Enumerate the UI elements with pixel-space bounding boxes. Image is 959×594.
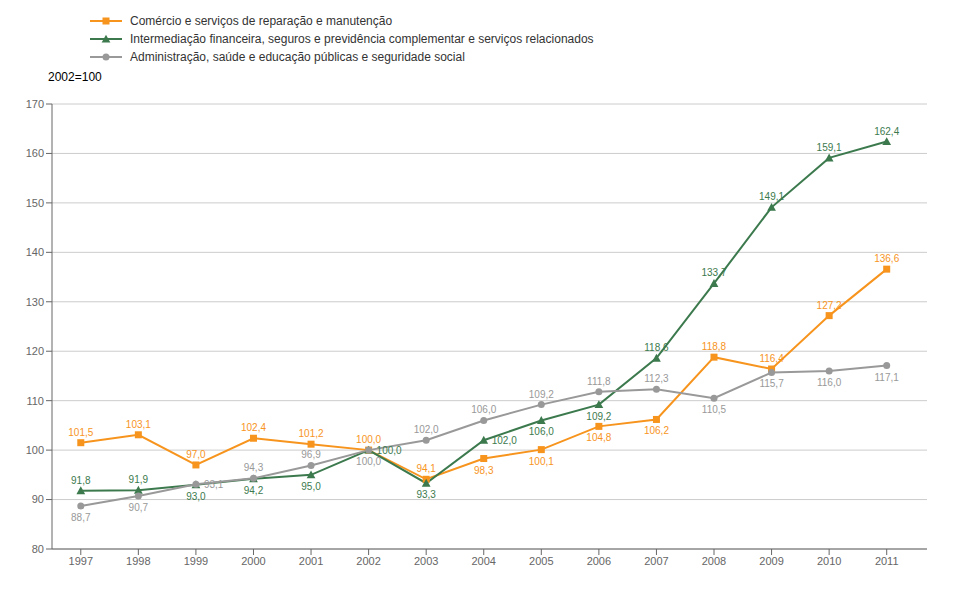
svg-text:2007: 2007 [644, 555, 668, 567]
svg-text:109,2: 109,2 [586, 411, 611, 422]
svg-text:2004: 2004 [472, 555, 496, 567]
svg-text:2001: 2001 [299, 555, 323, 567]
svg-text:97,0: 97,0 [186, 449, 206, 460]
svg-text:100,0: 100,0 [377, 445, 402, 456]
svg-text:100,0: 100,0 [356, 456, 381, 467]
svg-text:102,0: 102,0 [492, 435, 517, 446]
svg-text:111,8: 111,8 [587, 376, 611, 387]
svg-text:2002: 2002 [356, 555, 380, 567]
svg-text:95,0: 95,0 [301, 481, 321, 492]
svg-text:115,7: 115,7 [759, 378, 784, 389]
svg-text:88,7: 88,7 [71, 512, 91, 523]
html-text:Comércio e serviços de reparaç: Comércio e serviços de reparação e manut… [130, 14, 393, 28]
svg-text:1999: 1999 [184, 555, 208, 567]
html-text:Administração, saúde e educaçã: Administração, saúde e educação públicas… [130, 50, 465, 64]
svg-text:93,0: 93,0 [186, 491, 206, 502]
svg-text:140: 140 [26, 246, 44, 258]
svg-text:106,0: 106,0 [529, 426, 554, 437]
svg-text:116,4: 116,4 [759, 353, 784, 364]
svg-text:93,3: 93,3 [416, 489, 436, 500]
svg-text:110: 110 [26, 395, 44, 407]
svg-text:149,1: 149,1 [759, 191, 784, 202]
svg-text:130: 130 [26, 296, 44, 308]
svg-text:112,3: 112,3 [644, 373, 669, 384]
svg-text:2005: 2005 [529, 555, 553, 567]
svg-text:2000: 2000 [241, 555, 265, 567]
html-text:Intermediação financeira, segu: Intermediação financeira, seguros e prev… [130, 32, 594, 46]
svg-text:162,4: 162,4 [874, 126, 899, 137]
svg-text:133,7: 133,7 [701, 267, 726, 278]
svg-text:90: 90 [32, 493, 44, 505]
svg-text:102,0: 102,0 [414, 424, 439, 435]
svg-text:170: 170 [26, 98, 44, 110]
svg-text:159,1: 159,1 [817, 142, 842, 153]
svg-text:120: 120 [26, 345, 44, 357]
svg-text:136,6: 136,6 [874, 253, 899, 264]
svg-text:103,1: 103,1 [126, 419, 151, 430]
svg-text:127,2: 127,2 [817, 300, 842, 311]
svg-text:106,0: 106,0 [471, 404, 496, 415]
svg-text:118,6: 118,6 [644, 342, 669, 353]
svg-text:96,9: 96,9 [301, 449, 321, 460]
svg-text:2011: 2011 [875, 555, 899, 567]
svg-text:94,1: 94,1 [416, 463, 436, 474]
svg-text:104,8: 104,8 [586, 432, 611, 443]
svg-text:118,8: 118,8 [702, 341, 727, 352]
svg-text:101,2: 101,2 [299, 428, 324, 439]
svg-text:102,4: 102,4 [241, 422, 266, 433]
svg-text:100,0: 100,0 [356, 434, 381, 445]
svg-text:2008: 2008 [702, 555, 726, 567]
svg-text:116,0: 116,0 [817, 377, 842, 388]
svg-text:109,2: 109,2 [529, 389, 554, 400]
svg-text:98,3: 98,3 [474, 465, 494, 476]
svg-text:100: 100 [26, 444, 44, 456]
svg-text:80: 80 [32, 543, 44, 555]
svg-text:90,7: 90,7 [129, 502, 149, 513]
svg-text:160: 160 [26, 147, 44, 159]
svg-text:2003: 2003 [414, 555, 438, 567]
svg-text:117,1: 117,1 [875, 372, 900, 383]
svg-text:101,5: 101,5 [68, 427, 93, 438]
svg-text:94,2: 94,2 [244, 485, 264, 496]
svg-text:100,1: 100,1 [529, 456, 554, 467]
svg-text:2010: 2010 [817, 555, 841, 567]
svg-text:94,3: 94,3 [244, 462, 264, 473]
svg-text:93,1: 93,1 [204, 479, 224, 490]
svg-text:2009: 2009 [759, 555, 783, 567]
svg-text:2006: 2006 [587, 555, 611, 567]
svg-text:1998: 1998 [126, 555, 150, 567]
svg-text:91,8: 91,8 [71, 475, 91, 486]
html-text:2002=100: 2002=100 [48, 70, 102, 84]
svg-text:110,5: 110,5 [702, 404, 727, 415]
svg-text:91,9: 91,9 [129, 474, 149, 485]
svg-text:106,2: 106,2 [644, 425, 669, 436]
svg-text:1997: 1997 [69, 555, 93, 567]
svg-text:150: 150 [26, 197, 44, 209]
